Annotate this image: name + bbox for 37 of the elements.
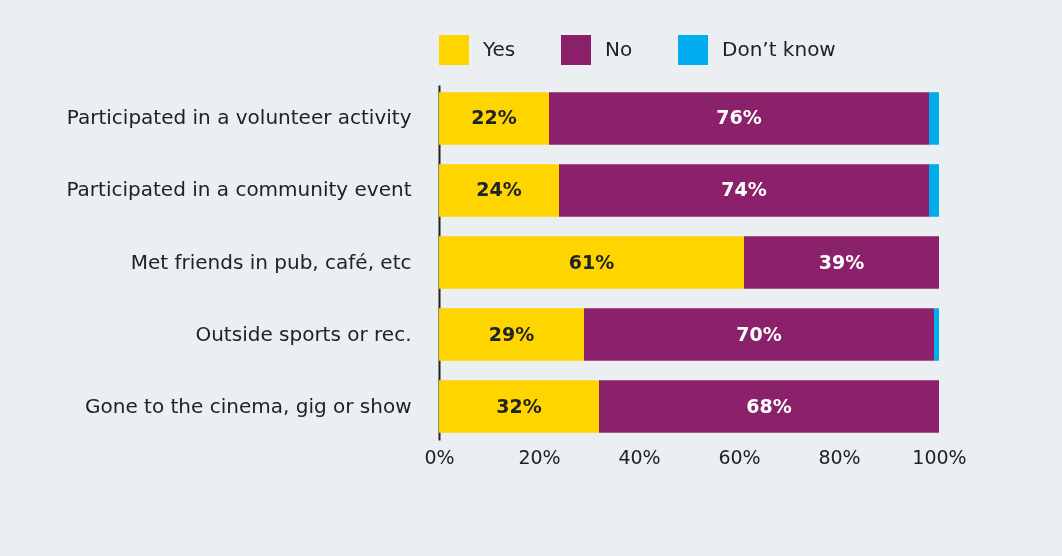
y-tick-label: Participated in a volunteer activity [66, 105, 412, 130]
bar [439, 308, 584, 361]
data-label: 32% [496, 394, 542, 417]
bar [549, 92, 929, 145]
bar [439, 380, 599, 433]
data-label: 39% [818, 250, 865, 273]
x-tick-label: 20% [518, 445, 561, 468]
bar [439, 164, 559, 217]
x-tick-label: 80% [818, 445, 861, 468]
data-label: 22% [471, 106, 517, 129]
data-label: 70% [736, 322, 782, 345]
y-tick-label: Outside sports or rec. [195, 321, 412, 346]
x-tick-label: 60% [718, 445, 761, 468]
bar [439, 236, 744, 289]
bar [584, 308, 934, 361]
bar [934, 308, 939, 361]
y-tick-label: Met friends in pub, café, etc [130, 249, 412, 274]
x-tick-label: 0% [424, 445, 455, 468]
data-label: 76% [716, 106, 762, 129]
data-label: 74% [721, 178, 767, 201]
bar [929, 92, 939, 145]
x-tick-label: 40% [618, 445, 661, 468]
legend-label: No [605, 37, 633, 61]
legend-label: Don’t know [722, 37, 836, 61]
bar [599, 380, 939, 433]
bar [439, 92, 549, 145]
data-label: 24% [476, 178, 522, 201]
x-tick-label: 100% [912, 445, 967, 468]
data-label: 29% [488, 322, 535, 345]
y-tick-label: Gone to the cinema, gig or show [85, 393, 412, 418]
bar [744, 236, 939, 289]
bar [929, 164, 939, 217]
bar [559, 164, 929, 217]
y-tick-label: Participated in a community event [66, 177, 412, 202]
data-label: 61% [568, 250, 615, 273]
data-label: 68% [746, 394, 792, 417]
legend-label: Yes [482, 37, 516, 61]
